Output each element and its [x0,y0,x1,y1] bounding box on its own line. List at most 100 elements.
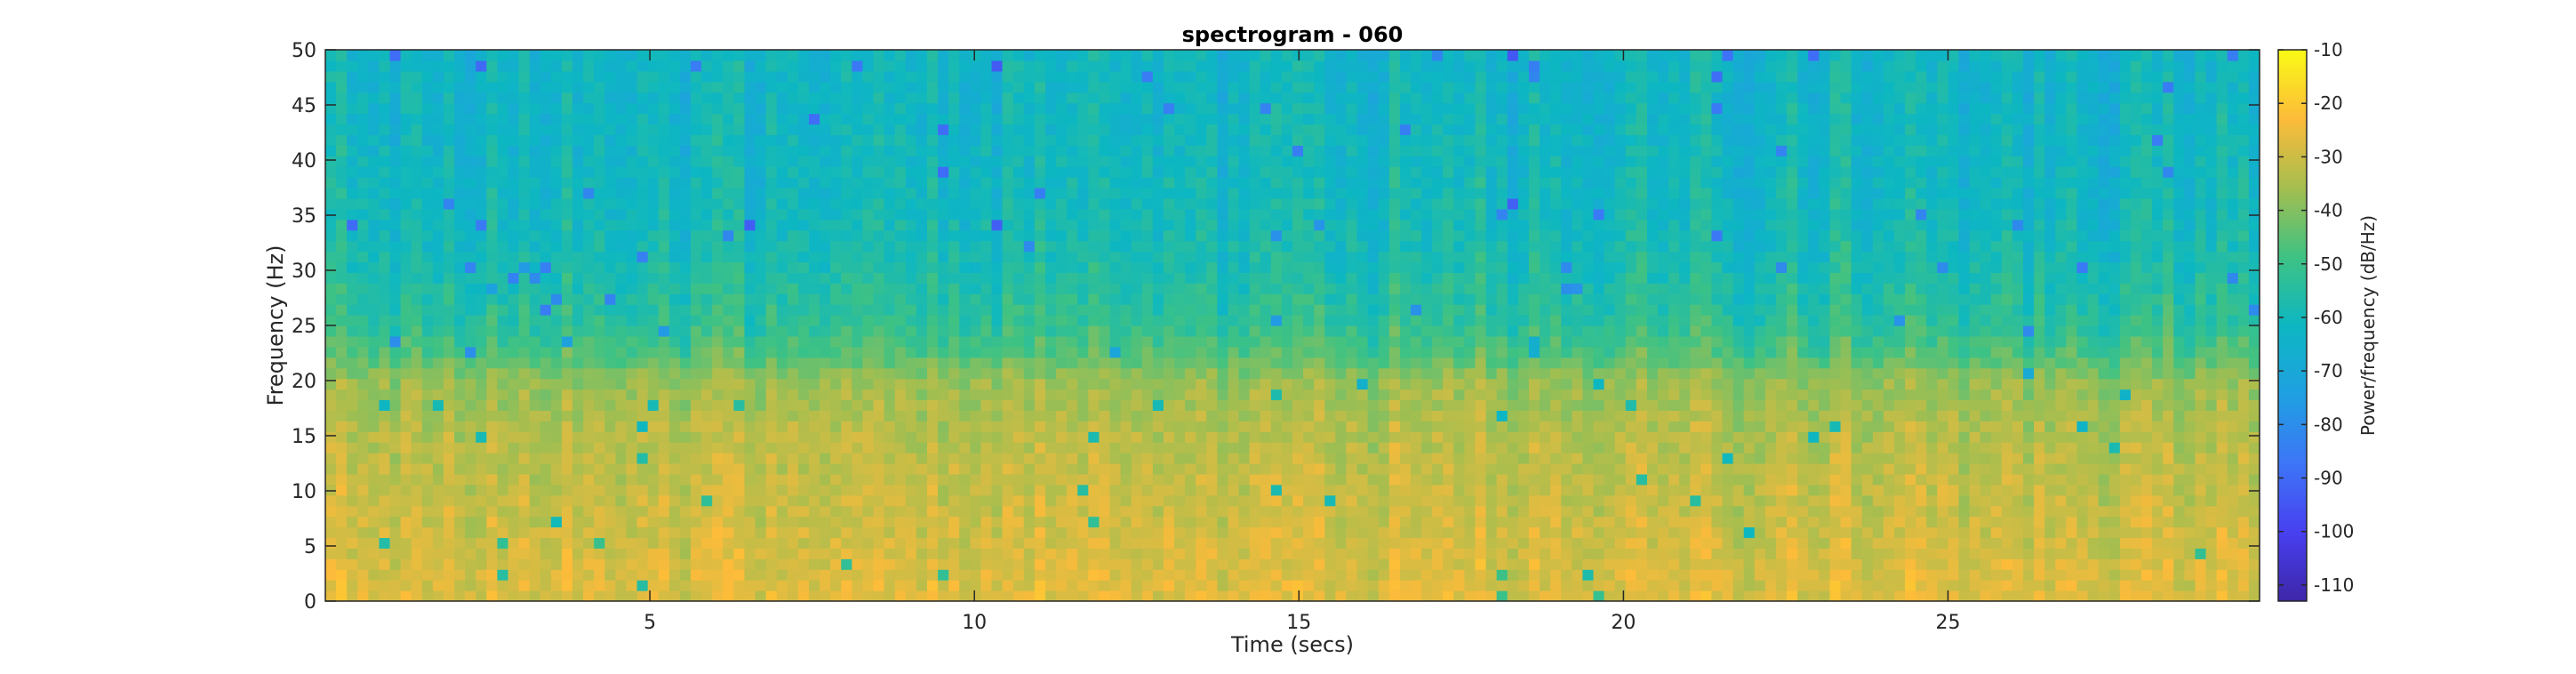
heatmap-cell [658,537,670,549]
heatmap-cell [583,378,595,390]
heatmap-cell [862,283,875,294]
heatmap-cell [991,494,1004,507]
heatmap-cell [1077,325,1089,337]
heatmap-cell [529,473,541,485]
heatmap-cell [1099,569,1111,581]
heatmap-cell [723,188,734,199]
heatmap-cell [1141,156,1154,167]
heatmap-cell [476,335,487,348]
heatmap-cell [905,283,917,294]
heatmap-cell [658,251,670,263]
heatmap-cell [809,526,820,539]
heatmap-cell [1152,315,1164,326]
heatmap-cell [647,293,660,305]
heatmap-cell [476,113,487,125]
heatmap-cell [508,399,520,411]
heatmap-cell [594,293,605,305]
heatmap-cell [1088,293,1100,305]
heatmap-cell [712,335,724,348]
heatmap-cell [1238,325,1251,337]
heatmap-cell [905,251,917,263]
heatmap-cell [862,293,875,305]
heatmap-cell [550,70,563,83]
heatmap-cell [733,113,746,125]
heatmap-cell [776,70,788,83]
heatmap-cell [1270,102,1283,115]
heatmap-cell [325,219,337,231]
heatmap-cell [1152,410,1164,421]
heatmap-cell [421,367,434,380]
heatmap-cell [1217,410,1229,421]
heatmap-cell [347,346,358,358]
heatmap-cell [991,389,1004,401]
heatmap-cell [809,516,820,528]
heatmap-cell [1109,548,1122,559]
heatmap-cell [830,229,842,242]
heatmap-cell [787,102,799,115]
heatmap-cell [379,272,391,284]
heatmap-cell [1228,208,1240,221]
heatmap-cell [508,102,520,115]
heatmap-cell [550,335,563,348]
heatmap-cell [347,102,358,115]
heatmap-cell [1023,240,1036,253]
heatmap-cell [991,70,1004,83]
heatmap-cell [852,283,864,294]
heatmap-cell [1196,463,1207,475]
heatmap-cell [873,145,885,156]
heatmap-cell [357,526,369,539]
heatmap-cell [336,156,348,167]
heatmap-cell [1109,197,1122,210]
heatmap-cell [357,188,369,199]
heatmap-cell [529,293,541,305]
heatmap-cell [1109,558,1122,570]
heatmap-cell [1206,102,1218,115]
heatmap-cell [647,548,660,559]
heatmap-cell [1249,251,1261,263]
heatmap-cell [368,315,380,326]
heatmap-cell [540,494,552,507]
heatmap-cell [970,113,982,125]
heatmap-cell [615,304,628,316]
heatmap-cell [476,145,487,156]
heatmap-cell [691,70,702,83]
heatmap-cell [626,431,638,443]
heatmap-cell [636,410,649,421]
heatmap-cell [894,208,907,221]
heatmap-cell [1088,357,1100,369]
heatmap-cell [1324,92,1336,104]
heatmap-cell [550,463,563,475]
heatmap-cell [1023,219,1036,231]
heatmap-cell [1238,124,1251,135]
heatmap-cell [970,81,982,93]
heatmap-cell [797,272,810,284]
heatmap-cell [368,558,380,570]
heatmap-cell [712,113,724,125]
heatmap-cell [432,102,444,115]
heatmap-cell [432,261,444,273]
heatmap-cell [959,229,971,242]
heatmap-cell [948,484,960,496]
heatmap-cell [1228,229,1240,242]
heatmap-cell [701,134,713,146]
heatmap-cell [454,124,466,135]
heatmap-cell [636,70,649,83]
heatmap-cell [1238,346,1251,358]
heatmap-cell [1034,431,1046,443]
heatmap-cell [658,145,670,156]
heatmap-cell [1099,378,1111,390]
heatmap-cell [443,590,455,601]
heatmap-cell [873,92,885,104]
heatmap-cell [1281,548,1293,559]
heatmap-cell [938,399,949,411]
heatmap-cell [1206,473,1218,485]
heatmap-cell [776,473,788,485]
heatmap-cell [959,124,971,135]
heatmap-cell [1152,389,1164,401]
heatmap-cell [970,526,982,539]
heatmap-cell [1131,442,1143,453]
heatmap-cell [1346,229,1358,242]
heatmap-cell [905,569,917,581]
heatmap-cell [1077,283,1089,294]
heatmap-cell [1270,410,1283,421]
